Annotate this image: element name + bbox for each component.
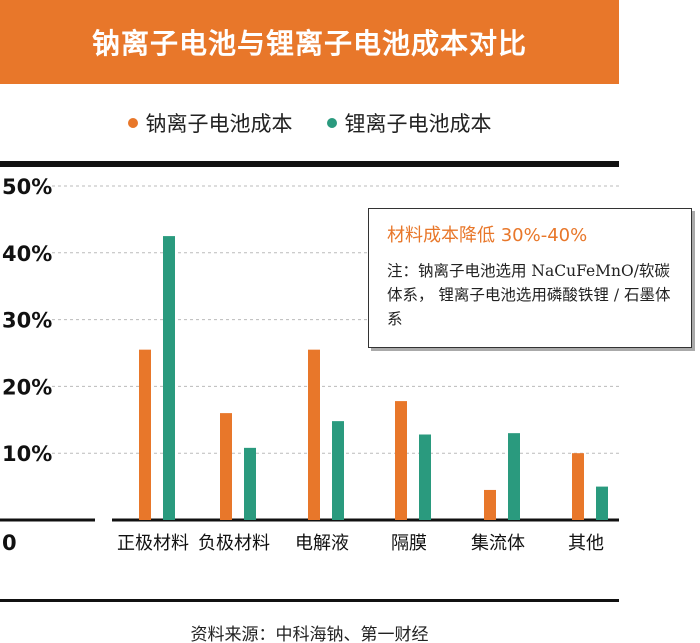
y-tick-label: 30%: [2, 309, 52, 333]
x-category-label: 其他: [568, 533, 604, 554]
annotation-box: 材料成本降低 30%-40% 注：钠离子电池选用 NaCuFeMnO/软碳体系，…: [368, 208, 692, 348]
x-category-label: 隔膜: [391, 533, 427, 554]
bar-sodium: [572, 453, 584, 520]
bar-sodium: [395, 401, 407, 520]
legend-item-lithium: 锂离子电池成本: [326, 108, 492, 138]
x-category-label: 集流体: [471, 533, 525, 554]
y-tick-label: 20%: [2, 375, 52, 399]
x-category-label: 负极材料: [198, 533, 270, 554]
bar-sodium: [308, 349, 320, 520]
chart-title: 钠离子电池与锂离子电池成本对比: [91, 27, 527, 60]
legend: 钠离子电池成本 锂离子电池成本: [0, 108, 619, 138]
bar-lithium: [419, 434, 431, 520]
bar-lithium: [508, 433, 520, 520]
legend-item-sodium: 钠离子电池成本: [127, 108, 293, 138]
bottom-rule: [0, 599, 619, 602]
source-note: 资料来源：中科海钠、第一财经: [190, 625, 429, 643]
legend-label-lithium: 锂离子电池成本: [344, 112, 492, 136]
bar-sodium: [484, 489, 496, 520]
annotation-heading: 材料成本降低 30%-40%: [387, 225, 588, 246]
top-rule: [0, 161, 619, 167]
bar-lithium: [596, 486, 608, 520]
legend-dot-lithium: [326, 118, 337, 128]
x-category-label: 正极材料: [117, 533, 189, 554]
y-tick-label: 40%: [2, 242, 52, 266]
legend-dot-sodium: [127, 118, 138, 128]
y-tick-label: 50%: [2, 175, 52, 199]
bar-lithium: [244, 447, 256, 520]
bar-sodium: [220, 413, 232, 520]
annotation-body: 注：钠离子电池选用 NaCuFeMnO/软碳体系， 锂离子电池选用磷酸铁锂 / …: [387, 262, 671, 328]
legend-label-sodium: 钠离子电池成本: [145, 112, 293, 136]
bar-lithium: [332, 421, 344, 520]
y-tick-label: 10%: [2, 442, 52, 466]
y-tick-label: 0: [2, 531, 17, 555]
bar-lithium: [163, 236, 175, 520]
bar-sodium: [139, 349, 151, 520]
title-bar: 钠离子电池与锂离子电池成本对比: [0, 0, 619, 84]
x-category-label: 电解液: [295, 533, 349, 554]
